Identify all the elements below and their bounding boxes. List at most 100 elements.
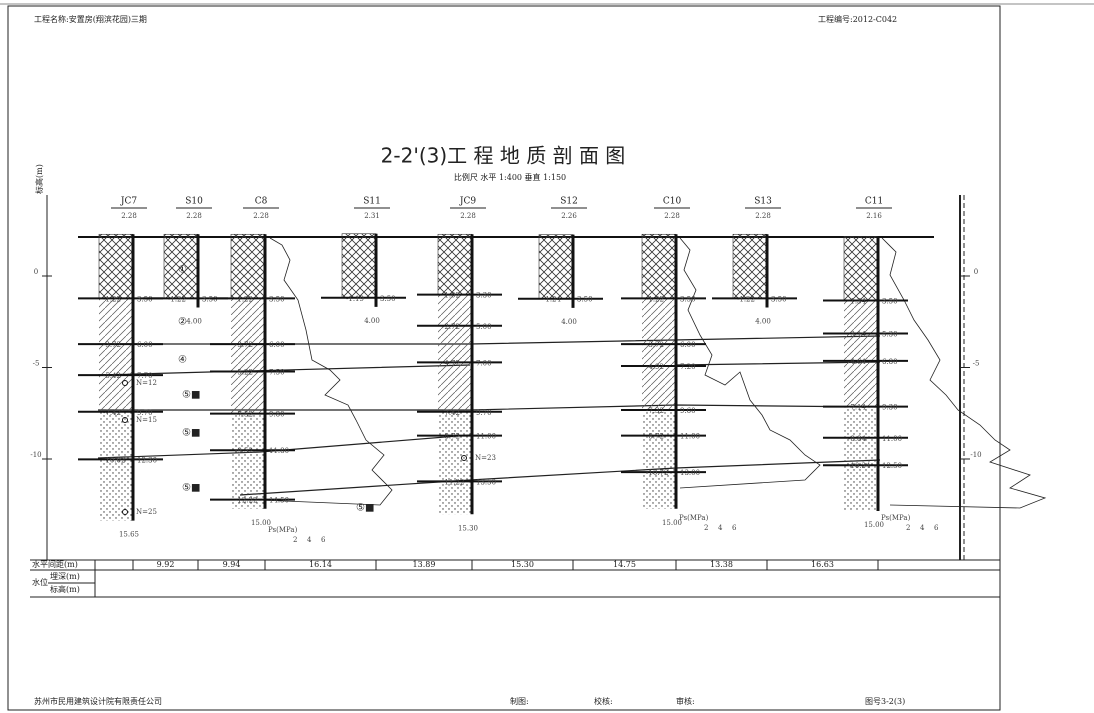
depth-label: 3.30 bbox=[476, 292, 492, 300]
layer-label: ④ bbox=[178, 355, 187, 366]
elevation-label: -4.64 bbox=[848, 358, 866, 366]
tick-label: -10 bbox=[30, 451, 41, 459]
borehole-elevation: 2.28 bbox=[664, 212, 680, 220]
title: 2-2'(3)工 程 地 质 剖 面 图 bbox=[381, 144, 626, 168]
checked-by: 校核: bbox=[594, 696, 613, 706]
clay-layer bbox=[231, 298, 265, 413]
elevation-label: -7.52 bbox=[235, 411, 253, 419]
tick-label: 0 bbox=[34, 268, 38, 276]
elevation-label: -7.42 bbox=[442, 409, 460, 417]
depth-label: 7.50 bbox=[269, 369, 285, 377]
clay-layer bbox=[438, 295, 472, 412]
elevation-label: -11.22 bbox=[442, 478, 464, 486]
depth-label: 14.50 bbox=[269, 497, 289, 505]
cpt-tick: 4 bbox=[718, 524, 723, 532]
depth-label: 6.80 bbox=[882, 358, 898, 366]
elevation-label: -1.22 bbox=[646, 295, 664, 303]
spacing-value: 16.63 bbox=[811, 560, 834, 569]
bottom-label: 15.65 bbox=[119, 531, 139, 539]
depth-label: 6.00 bbox=[269, 341, 285, 349]
fill-layer bbox=[342, 234, 376, 298]
spt-note: N=23 bbox=[475, 454, 496, 462]
reviewed-by: 审核: bbox=[676, 696, 695, 706]
elevation-label: -2.72 bbox=[442, 323, 460, 331]
cpt-tick: 2 bbox=[704, 524, 708, 532]
drawing-number: 图号3-2(3) bbox=[865, 697, 905, 706]
borehole-name: S11 bbox=[363, 197, 381, 207]
clay-layer bbox=[642, 298, 676, 410]
cpt-tick: 6 bbox=[732, 524, 737, 532]
elevation-label: -3.72 bbox=[646, 341, 664, 349]
depth-label: 9.60 bbox=[680, 407, 696, 415]
layer-label: ⑤■ bbox=[182, 390, 200, 401]
borehole-elevation: 2.16 bbox=[866, 212, 882, 220]
project-number: 工程编号:2012-C042 bbox=[818, 14, 897, 24]
elevation-label: -10.34 bbox=[848, 462, 871, 470]
scale: 比例尺 水平 1:400 垂直 1:150 bbox=[454, 172, 566, 182]
borehole-elevation: 2.31 bbox=[364, 212, 380, 220]
borehole-name: C8 bbox=[255, 197, 268, 207]
borehole-name: S13 bbox=[754, 197, 772, 207]
elevation-label: -8.84 bbox=[848, 435, 866, 443]
elevation-label: -4.92 bbox=[646, 363, 664, 371]
water-label: 水位 bbox=[32, 577, 48, 587]
depth-label: 3.50 bbox=[269, 295, 285, 303]
depth-label: 11.80 bbox=[269, 447, 289, 455]
spacing-value: 14.75 bbox=[613, 560, 636, 569]
spacing-value: 9.94 bbox=[223, 560, 241, 569]
elevation-label: -1.02 bbox=[442, 292, 460, 300]
project-name: 工程名称:安置房(翔滨花园)三期 bbox=[34, 14, 147, 24]
fill-layer bbox=[438, 234, 472, 294]
depth-label: 11.00 bbox=[476, 433, 496, 441]
sand-layer bbox=[642, 410, 676, 509]
elevation-label: -7.32 bbox=[646, 407, 664, 415]
elevation-label: -4.72 bbox=[442, 359, 460, 367]
layer-label: ⑤■ bbox=[182, 428, 200, 439]
spacing-value: 16.14 bbox=[309, 560, 332, 569]
depth-label: 7.20 bbox=[680, 363, 696, 371]
bottom-label: 15.30 bbox=[458, 524, 478, 532]
depth-label: 13.00 bbox=[680, 469, 700, 477]
layer-label: ⑤■ bbox=[182, 483, 200, 494]
cpt-tick: 6 bbox=[321, 536, 326, 544]
elevation-label: -3.14 bbox=[848, 330, 866, 338]
drawing: 工程名称:安置房(翔滨花园)三期 工程编号:2012-C042 2-2'(3)工… bbox=[0, 0, 1094, 713]
elevation-label: -10.72 bbox=[646, 469, 668, 477]
borehole-elevation: 2.28 bbox=[755, 212, 771, 220]
water-depth-label: 埋深(m) bbox=[50, 571, 80, 581]
content: 00-5-5-10-10JC72.283.50-1.226.00-3.727.7… bbox=[30, 197, 981, 571]
bottom-label: 4.00 bbox=[364, 317, 380, 325]
cpt-tick: 2 bbox=[293, 536, 297, 544]
elevation-label: -5.22 bbox=[235, 369, 253, 377]
sand-layer bbox=[99, 412, 133, 521]
borehole-name: JC9 bbox=[459, 197, 476, 207]
spt-note: N=15 bbox=[136, 416, 157, 424]
layer-label: ⑤■ bbox=[356, 503, 374, 514]
fill-layer bbox=[844, 236, 878, 300]
sand-layer bbox=[844, 407, 878, 511]
elevation-label: -1.22 bbox=[168, 295, 186, 303]
depth-label: 5.30 bbox=[882, 330, 898, 338]
spt-note: N=25 bbox=[136, 508, 157, 516]
cpt-tick: 2 bbox=[906, 524, 910, 532]
borehole-elevation: 2.28 bbox=[460, 212, 476, 220]
depth-label: 13.50 bbox=[476, 478, 496, 486]
borehole-name: S12 bbox=[560, 197, 578, 207]
depth-label: 12.50 bbox=[882, 462, 902, 470]
elevation-label: -8.72 bbox=[646, 433, 664, 441]
fill-layer bbox=[642, 234, 676, 298]
elevation-label: -10.02 bbox=[103, 456, 125, 464]
bottom-label: 4.00 bbox=[755, 317, 771, 325]
borehole-elevation: 2.28 bbox=[253, 212, 269, 220]
cpt-tick: 4 bbox=[920, 524, 925, 532]
layer-label: ① bbox=[178, 265, 187, 276]
elevation-label: -1.22 bbox=[103, 295, 121, 303]
borehole-name: C10 bbox=[663, 197, 682, 207]
drawn-by: 制图: bbox=[510, 696, 529, 706]
tick-label: 0 bbox=[974, 268, 978, 276]
depth-label: 3.50 bbox=[680, 295, 696, 303]
spacing-value: 9.92 bbox=[157, 560, 175, 569]
borehole-name: JC7 bbox=[120, 197, 137, 207]
depth-label: 9.30 bbox=[882, 404, 898, 412]
tick-label: -10 bbox=[970, 451, 981, 459]
